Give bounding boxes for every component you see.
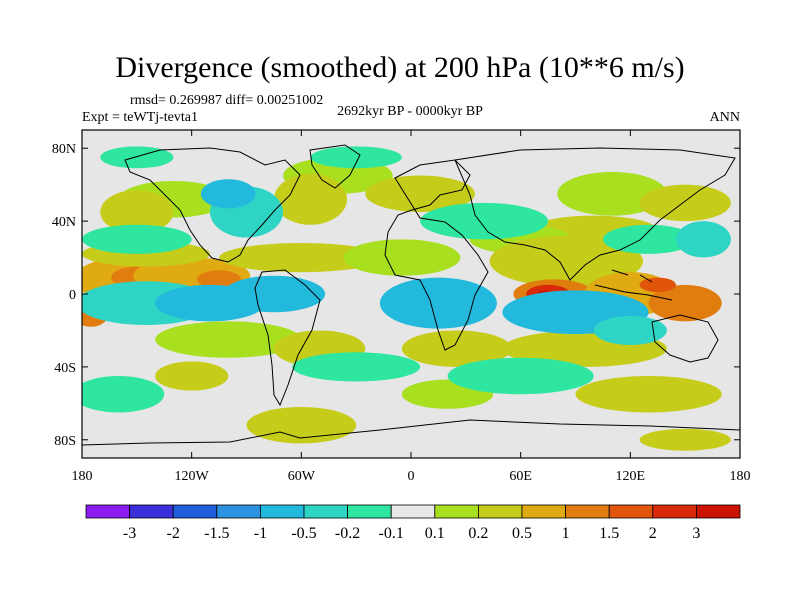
- coastline-australia: [651, 314, 719, 363]
- colorbar-label-5: -0.2: [335, 525, 360, 542]
- contour-blob-39: [82, 224, 192, 254]
- contour-blob-16: [489, 235, 644, 287]
- colorbar-swatch-6: [347, 504, 392, 519]
- contour-blob-45: [292, 352, 421, 382]
- plot-title: Divergence (smoothed) at 200 hPa (10**6 …: [115, 51, 685, 84]
- coastline-antarctica: [82, 419, 740, 446]
- contour-blob-21: [648, 284, 722, 322]
- lat-label-4: 80S: [54, 434, 76, 449]
- contour-blob-6: [343, 239, 461, 276]
- lon-label-3: 0: [408, 469, 415, 484]
- stats-label: rmsd= 0.269987 diff= 0.00251002: [130, 93, 324, 108]
- colorbar-swatch-0: [85, 504, 130, 519]
- contour-blob-22: [639, 277, 677, 293]
- colorbar-swatch-13: [652, 504, 697, 519]
- colorbar-swatch-14: [696, 504, 741, 519]
- contour-blob-24: [155, 321, 302, 358]
- contour-blob-31: [246, 406, 357, 444]
- colorbar-swatch-11: [565, 504, 610, 519]
- lon-label-5: 120E: [616, 469, 646, 484]
- colorbar-label-8: 0.2: [468, 525, 488, 542]
- colorbar-label-12: 2: [649, 525, 657, 542]
- contour-blob-42: [420, 202, 549, 240]
- colorbar-swatch-9: [477, 504, 523, 519]
- contour-blob-28: [155, 361, 229, 391]
- colorbar-label-7: 0.1: [425, 525, 445, 542]
- lon-label-6: 180: [730, 469, 751, 484]
- colorbar-label-1: -2: [167, 525, 180, 542]
- coastline-south-america: [254, 269, 321, 407]
- lon-label-0: 180: [72, 469, 93, 484]
- lon-label-2: 60W: [288, 469, 316, 484]
- colorbar-label-11: 1.5: [599, 525, 619, 542]
- contour-blob-41: [200, 179, 256, 209]
- colorbar-swatch-1: [129, 504, 174, 519]
- lon-label-4: 60E: [509, 469, 532, 484]
- colorbar-swatch-10: [521, 504, 566, 519]
- colorbar-label-3: -1: [254, 525, 267, 542]
- colorbar-swatch-12: [608, 504, 654, 519]
- contour-blob-38: [593, 315, 667, 346]
- experiment-label: Expt = teWTj-tevta1: [82, 110, 198, 125]
- colorbar-label-2: -1.5: [204, 525, 229, 542]
- lon-label-1: 120W: [175, 469, 210, 484]
- contour-blob-26: [401, 330, 512, 367]
- colorbar-swatch-4: [259, 504, 305, 519]
- colorbar-label-10: 1: [562, 525, 570, 542]
- lat-label-2: 0: [69, 288, 76, 303]
- contour-blob-35: [222, 275, 326, 313]
- colorbar-label-0: -3: [123, 525, 136, 542]
- contour-blob-8: [100, 190, 174, 234]
- colorbar: -3 -2 -1.5 -1 -0.5 -0.2 -0.1 0.1 0.2 0.5 1 1.5 2 3: [85, 504, 741, 542]
- contour-blob-11: [365, 175, 475, 212]
- coastline-indonesia: [594, 269, 673, 301]
- coastline-greenland: [309, 144, 361, 189]
- map-axes: 80N 40N 0 40S 80S 180 120W 60W 0 60E 120E 180: [52, 130, 751, 484]
- contour-blob-48: [310, 146, 402, 169]
- contour-blob-36: [379, 277, 497, 329]
- contour-blob-3: [197, 270, 242, 289]
- period-label: 2692kyr BP - 0000kyr BP: [337, 104, 483, 119]
- coastlines: [82, 144, 740, 446]
- colorbar-swatch-7: [390, 504, 436, 519]
- lat-label-3: 40S: [54, 361, 76, 376]
- contour-blob-32: [639, 428, 731, 451]
- colorbar-label-6: -0.1: [379, 525, 404, 542]
- coastline-north-america: [124, 147, 301, 263]
- coastline-africa-europe: [384, 159, 489, 351]
- contour-blob-46: [447, 357, 594, 395]
- contour-fills: [82, 146, 731, 451]
- coastline-asia: [454, 147, 736, 281]
- lat-label-0: 80N: [52, 142, 76, 157]
- colorbar-swatch-5: [303, 504, 348, 519]
- contour-blob-13: [639, 184, 731, 222]
- contour-blob-30: [575, 376, 722, 413]
- season-label: ANN: [709, 110, 740, 125]
- contour-blob-12: [557, 171, 667, 216]
- colorbar-label-13: 3: [692, 525, 700, 542]
- contour-blob-10: [273, 173, 348, 225]
- colorbar-label-4: -0.5: [291, 525, 316, 542]
- colorbar-swatch-2: [172, 504, 218, 519]
- contour-blob-44: [676, 221, 731, 258]
- lat-label-1: 40N: [52, 215, 76, 230]
- contour-blob-5: [219, 242, 384, 273]
- contour-blob-47: [82, 376, 165, 413]
- colorbar-swatch-3: [216, 504, 261, 519]
- colorbar-label-9: 0.5: [512, 525, 532, 542]
- colorbar-swatch-8: [434, 504, 479, 519]
